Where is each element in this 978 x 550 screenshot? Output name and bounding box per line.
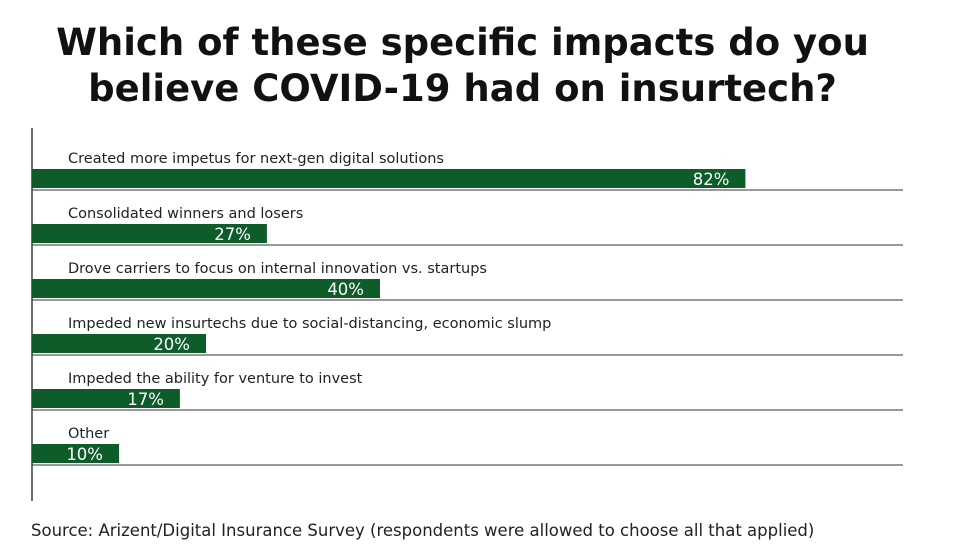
category-label: Impeded new insurtechs due to social-dis… [68, 316, 551, 332]
source-note: Source: Arizent/Digital Insurance Survey… [31, 521, 815, 540]
data-label: 27% [214, 225, 251, 244]
category-label: Other [68, 426, 109, 442]
bar [32, 444, 119, 463]
data-label: 10% [66, 445, 103, 464]
category-label: Drove carriers to focus on internal inno… [68, 261, 487, 277]
data-label: 40% [327, 280, 364, 299]
bar [32, 224, 267, 243]
data-label: 82% [693, 170, 730, 189]
data-label: 17% [127, 390, 164, 409]
bar [32, 279, 380, 298]
chart-title: Which of these specific impacts do you b… [56, 21, 869, 110]
category-label: Created more impetus for next-gen digita… [68, 151, 444, 167]
category-label: Consolidated winners and losers [68, 206, 303, 222]
bar [32, 169, 746, 188]
category-label: Impeded the ability for venture to inves… [68, 371, 363, 387]
bar [32, 334, 206, 353]
data-label: 20% [153, 335, 190, 354]
bar [32, 389, 180, 408]
